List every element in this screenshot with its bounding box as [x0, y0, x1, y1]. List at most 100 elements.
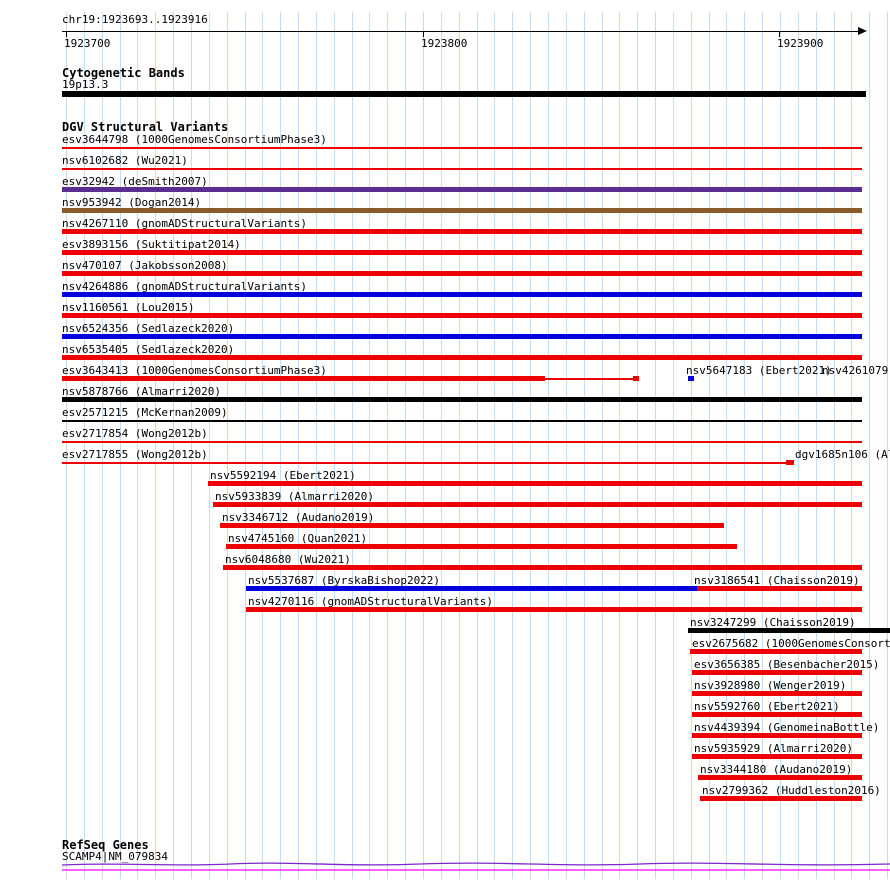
gridline	[119, 12, 121, 879]
gridline	[280, 12, 282, 879]
gridline	[547, 12, 549, 879]
variant-bar[interactable]	[213, 502, 862, 507]
variant-label[interactable]: nsv6524356 (Sedlazeck2020)	[62, 322, 235, 335]
variant-label[interactable]: nsv5592194 (Ebert2021)	[210, 469, 356, 482]
gridline	[244, 12, 246, 879]
variant-bar[interactable]	[692, 712, 862, 717]
variant-label[interactable]: nsv4261079	[822, 364, 889, 377]
variant-label[interactable]: nsv5935929 (Almarri2020)	[694, 742, 853, 755]
variant-bar[interactable]	[62, 441, 862, 443]
variant-label[interactable]: esv32942 (deSmith2007)	[62, 175, 208, 188]
variant-bar[interactable]	[220, 523, 724, 528]
variant-bar[interactable]	[62, 292, 862, 297]
variant-label[interactable]: nsv6102682 (Wu2021)	[62, 154, 188, 167]
gridline	[101, 12, 103, 879]
variant-label[interactable]: nsv4745160 (Quan2021)	[228, 532, 368, 545]
variant-label[interactable]: nsv4270116 (gnomADStructuralVariants)	[248, 595, 494, 608]
ruler-arrow-icon	[858, 27, 867, 35]
variant-label[interactable]: dgv1685n106 (Als	[795, 448, 890, 461]
variant-label[interactable]: nsv4439394 (GenomeinaBottle)	[694, 721, 880, 734]
variant-bar[interactable]	[545, 378, 633, 380]
variant-label[interactable]: nsv2799362 (Huddleston2016)	[702, 784, 881, 797]
gridline	[512, 12, 514, 879]
variant-bar[interactable]	[688, 376, 694, 381]
variant-bar[interactable]	[246, 607, 862, 612]
variant-bar[interactable]	[226, 544, 737, 549]
gridline	[780, 12, 781, 879]
variant-label[interactable]: nsv470107 (Jakobsson2008)	[62, 259, 228, 272]
variant-label[interactable]: esv2717854 (Wong2012b)	[62, 427, 208, 440]
ruler-line	[62, 31, 860, 32]
variant-label[interactable]: nsv5592760 (Ebert2021)	[694, 700, 840, 713]
cytoband-bar[interactable]	[62, 91, 866, 97]
gridline	[815, 12, 817, 879]
variant-label[interactable]: nsv4267110 (gnomADStructuralVariants)	[62, 217, 308, 230]
cytoband-heading: Cytogenetic Bands	[62, 66, 185, 80]
variant-bar[interactable]	[690, 649, 862, 654]
variant-label[interactable]: esv3643413 (1000GenomesConsortiumPhase3)	[62, 364, 327, 377]
refseq-gene-glyph[interactable]	[61, 862, 890, 866]
variant-bar[interactable]	[62, 271, 862, 276]
variant-label[interactable]: esv2571215 (McKernan2009)	[62, 406, 228, 419]
variant-label[interactable]: nsv3928980 (Wenger2019)	[694, 679, 847, 692]
variant-label[interactable]: nsv3346712 (Audano2019)	[222, 511, 375, 524]
variant-label[interactable]: esv3656385 (Besenbacher2015)	[694, 658, 880, 671]
variant-label[interactable]: nsv1160561 (Lou2015)	[62, 301, 195, 314]
variant-bar[interactable]	[786, 460, 794, 465]
variant-bar[interactable]	[692, 670, 862, 675]
variant-bar[interactable]	[62, 229, 862, 234]
variant-label[interactable]: esv3893156 (Suktitipat2014)	[62, 238, 241, 251]
variant-label[interactable]: esv2717855 (Wong2012b)	[62, 448, 208, 461]
variant-bar[interactable]	[633, 376, 639, 381]
gridline	[672, 12, 674, 879]
gridline	[83, 12, 85, 879]
variant-bar[interactable]	[700, 796, 862, 801]
gridline	[190, 12, 192, 879]
variant-bar[interactable]	[698, 775, 862, 780]
variant-bar[interactable]	[62, 187, 862, 192]
gridline	[369, 12, 371, 879]
variant-label[interactable]: nsv5933839 (Almarri2020)	[215, 490, 374, 503]
variant-label[interactable]: nsv5647183 (Ebert2021)	[686, 364, 832, 377]
variant-label[interactable]: esv2675682 (1000GenomesConsortium	[692, 637, 890, 650]
variant-bar[interactable]	[62, 208, 862, 213]
variant-bar[interactable]	[62, 376, 545, 381]
variant-bar[interactable]	[223, 565, 862, 570]
variant-bar[interactable]	[62, 168, 862, 170]
variant-bar[interactable]	[692, 754, 862, 759]
variant-label[interactable]: nsv4264886 (gnomADStructuralVariants)	[62, 280, 308, 293]
variant-label[interactable]: nsv3247299 (Chaisson2019)	[690, 616, 856, 629]
variant-label[interactable]: nsv3344180 (Audano2019)	[700, 763, 853, 776]
gridline	[744, 12, 746, 879]
variant-bar[interactable]	[62, 313, 862, 318]
variant-bar[interactable]	[692, 691, 862, 696]
gridline	[137, 12, 139, 879]
gridline	[708, 12, 710, 879]
variant-label[interactable]: nsv953942 (Dogan2014)	[62, 196, 202, 209]
gridline	[208, 12, 210, 879]
variant-label[interactable]: nsv5878766 (Almarri2020)	[62, 385, 221, 398]
variant-bar[interactable]	[62, 250, 862, 255]
ruler-tick	[779, 32, 780, 37]
variant-bar[interactable]	[246, 586, 697, 591]
ruler-tick	[66, 32, 67, 37]
variant-label[interactable]: esv3644798 (1000GenomesConsortiumPhase3)	[62, 133, 327, 146]
variant-bar[interactable]	[208, 481, 862, 486]
variant-bar[interactable]	[62, 147, 862, 149]
variant-bar[interactable]	[62, 462, 786, 464]
gridline	[530, 12, 532, 879]
variant-label[interactable]: nsv3186541 (Chaisson2019)	[694, 574, 860, 587]
variant-label[interactable]: nsv6535405 (Sedlazeck2020)	[62, 343, 235, 356]
variant-bar[interactable]	[62, 420, 862, 422]
variant-label[interactable]: nsv5537687 (ByrskaBishop2022)	[248, 574, 441, 587]
variant-label[interactable]: nsv6048680 (Wu2021)	[225, 553, 351, 566]
gridline	[405, 12, 407, 879]
variant-bar[interactable]	[62, 397, 862, 402]
refseq-gene-label[interactable]: SCAMP4|NM_079834	[62, 850, 168, 863]
gridline	[423, 12, 424, 879]
variant-bar[interactable]	[62, 355, 862, 360]
variant-bar[interactable]	[697, 586, 862, 591]
variant-bar[interactable]	[688, 628, 890, 633]
variant-bar[interactable]	[692, 733, 862, 738]
variant-bar[interactable]	[62, 334, 862, 339]
